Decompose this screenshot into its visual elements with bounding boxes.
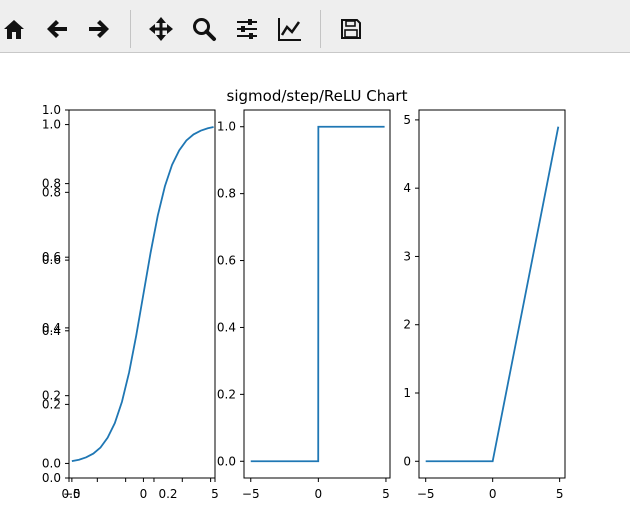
pan-move-icon (149, 17, 173, 41)
y-tick-label: 0.2 (217, 387, 236, 401)
back-arrow-icon (47, 20, 67, 38)
subplot-step: 0.0 0.2 0.4 0.6 0.8 1.0 −5 0 5 (217, 109, 391, 501)
edit-axis-icon (278, 18, 301, 41)
axes-frame (68, 109, 216, 479)
y-tick-label: 0.0 (217, 454, 236, 468)
y-tick-label: 0 (403, 454, 411, 468)
home-icon (4, 20, 24, 39)
axes-frame (418, 109, 566, 479)
twin-y-tick-label: 0.4 (42, 324, 61, 338)
subplot-relu: 0 1 2 3 4 5 −5 0 5 (403, 109, 566, 501)
y-tick-label: 0.0 (42, 456, 61, 470)
y-tick-label: 0.8 (217, 187, 236, 201)
x-tick-label: 5 (556, 487, 564, 501)
figure-canvas[interactable]: sigmod/step/ReLU Chart 0.0 0.2 0.4 0.6 0.8 1.… (0, 53, 630, 525)
home-button[interactable] (0, 12, 31, 46)
x-tick-label: 5 (382, 487, 390, 501)
save-button[interactable] (334, 12, 368, 46)
forward-arrow-icon (89, 20, 109, 38)
x-tick-label: 0 (140, 487, 148, 501)
figure-title: sigmod/step/ReLU Chart (227, 87, 408, 105)
x-tick-label: −5 (242, 487, 260, 501)
x-tick-label: 0 (489, 487, 497, 501)
y-tick-label: 0.4 (217, 320, 236, 334)
back-button[interactable] (40, 12, 74, 46)
save-floppy-icon (341, 19, 361, 39)
navigation-toolbar (0, 0, 630, 53)
twin-y-tick-label: 0.2 (42, 397, 61, 411)
x-tick-label: 5 (211, 487, 219, 501)
y-tick-label: 0.2 (42, 389, 61, 403)
y-tick-label: 0.6 (42, 253, 61, 267)
toolbar-separator (130, 10, 131, 48)
sigmoid-series-line (71, 126, 214, 463)
twin-y-tick-label: 0.8 (42, 177, 61, 191)
twin-y-tick-label: 0.6 (42, 250, 61, 264)
twin-y-tick-label: 0.0 (42, 471, 61, 485)
zoom-magnifier-icon (193, 18, 216, 41)
y-tick-label: 0.4 (42, 321, 61, 335)
x-tick-label: −5 (63, 487, 81, 501)
x-tick-label: −5 (417, 487, 435, 501)
step-series-line (250, 125, 385, 463)
edit-axis-button[interactable] (273, 12, 307, 46)
twin-y-tick-label: 1.0 (42, 103, 61, 117)
zoom-button[interactable] (187, 12, 221, 46)
twin-x-tick-label: 0.0 (61, 487, 80, 501)
toolbar-separator (320, 10, 321, 48)
y-tick-label: 0.8 (42, 185, 61, 199)
y-tick-label: 1 (403, 386, 411, 400)
subplot-sigmoid: 0.00.20.40.60.81.00.0 0.20.00.20.40.60.81… (42, 103, 219, 501)
twin-x-tick-label: 0.2 (158, 487, 177, 501)
pan-button[interactable] (144, 12, 178, 46)
axes-frame (243, 109, 391, 479)
y-tick-label: 1.0 (217, 120, 236, 134)
relu-series-line (425, 126, 560, 463)
y-tick-label: 5 (403, 113, 411, 127)
y-tick-label: 2 (403, 318, 411, 332)
x-tick-label: 0 (315, 487, 323, 501)
y-tick-label: 4 (403, 181, 411, 195)
y-tick-label: 1.0 (42, 118, 61, 132)
y-tick-label: 0.6 (217, 254, 236, 268)
configure-subplots-button[interactable] (230, 12, 264, 46)
forward-button[interactable] (82, 12, 116, 46)
y-tick-label: 3 (403, 249, 411, 263)
configure-subplots-icon (237, 19, 257, 39)
